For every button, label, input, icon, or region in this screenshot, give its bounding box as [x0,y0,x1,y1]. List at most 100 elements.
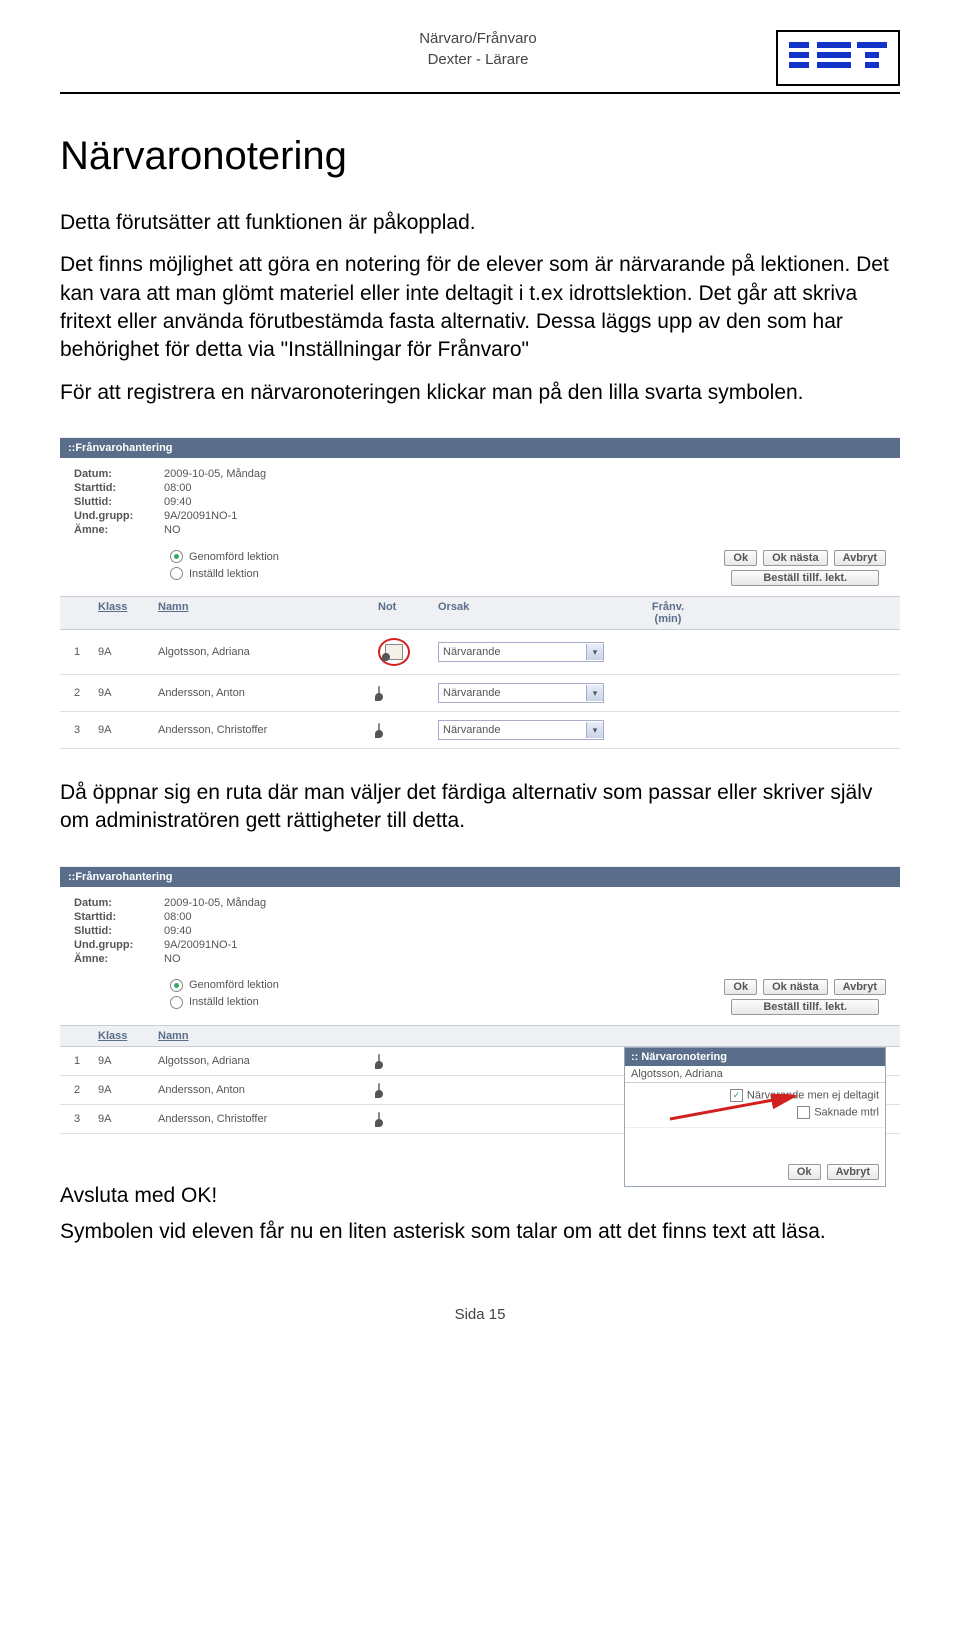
col-namn[interactable]: Namn [158,601,378,625]
radio-installd[interactable] [170,996,183,1009]
table-row: 1 9A Algotsson, Adriana Närvarande ▾ [60,630,900,675]
row-namn: Andersson, Christoffer [158,724,378,736]
row-namn: Andersson, Christoffer [158,1113,378,1125]
dd-value: Närvarande [443,724,500,736]
popup-ok-button[interactable]: Ok [788,1164,821,1180]
row-klass: 9A [98,646,158,658]
row-idx: 2 [74,687,98,699]
value-sluttid: 09:40 [164,925,192,937]
radio-label-1: Genomförd lektion [189,979,279,991]
header-line1: Närvaro/Frånvaro [180,30,776,47]
table-header: Klass Namn [60,1025,900,1047]
value-starttid: 08:00 [164,482,192,494]
lesson-status-radio[interactable]: Genomförd lektion Inställd lektion [170,550,279,580]
col-klass[interactable]: Klass [98,1030,158,1042]
screenshot-1: ::Frånvarohantering Datum:2009-10-05, Må… [60,437,900,749]
label-sluttid: Sluttid: [74,496,164,508]
value-amne: NO [164,953,181,965]
label-sluttid: Sluttid: [74,925,164,937]
narvaronotering-popup: :: Närvaronotering Algotsson, Adriana ✓ N… [624,1047,886,1187]
note-icon[interactable] [378,1112,380,1126]
cancel-button[interactable]: Avbryt [834,979,886,995]
popup-title: :: Närvaronotering [625,1048,885,1066]
row-namn: Algotsson, Adriana [158,1055,378,1067]
popup-opt1: Närvarande men ej deltagit [747,1089,879,1101]
note-icon[interactable] [378,1083,380,1097]
bestall-button[interactable]: Beställ tillf. lekt. [731,570,879,586]
row-idx: 1 [74,646,98,658]
closing-1: Avsluta med OK! [60,1184,900,1208]
value-undgrupp: 9A/20091NO-1 [164,939,237,951]
popup-opt2: Saknade mtrl [814,1106,879,1118]
header-center: Närvaro/Frånvaro Dexter - Lärare [180,30,776,72]
ok-next-button[interactable]: Ok nästa [763,979,827,995]
page-header: Närvaro/Frånvaro Dexter - Lärare [60,30,900,86]
popup-cancel-button[interactable]: Avbryt [827,1164,879,1180]
checkbox-opt1[interactable]: ✓ [730,1089,743,1102]
radio-genomford[interactable] [170,550,183,563]
table-header: Klass Namn Not Orsak Frånv. (min) [60,596,900,630]
paragraph-4: Då öppnar sig en ruta där man väljer det… [60,779,900,836]
col-franv: Frånv. (min) [638,601,698,625]
radio-label-2: Inställd lektion [189,568,259,580]
row-idx: 3 [74,1113,98,1125]
note-icon[interactable] [378,723,380,737]
chevron-down-icon[interactable]: ▾ [586,722,603,738]
page-footer: Sida 15 [60,1306,900,1323]
col-orsak: Orsak [438,601,638,625]
value-amne: NO [164,524,181,536]
value-undgrupp: 9A/20091NO-1 [164,510,237,522]
table-row: 2 9A Andersson, Anton Närvarande ▾ [60,675,900,712]
value-starttid: 08:00 [164,911,192,923]
lesson-status-radio[interactable]: Genomförd lektion Inställd lektion [170,979,279,1009]
ist-logo [776,30,900,86]
ok-button[interactable]: Ok [724,979,757,995]
row-klass: 9A [98,1055,158,1067]
chevron-down-icon[interactable]: ▾ [586,685,603,701]
checkbox-opt2[interactable] [797,1106,810,1119]
note-icon-circled[interactable] [378,638,410,666]
value-sluttid: 09:40 [164,496,192,508]
row-klass: 9A [98,687,158,699]
radio-label-2: Inställd lektion [189,996,259,1008]
page-title: Närvaronotering [60,134,900,179]
closing-2: Symbolen vid eleven får nu en liten aste… [60,1218,900,1246]
row-namn: Andersson, Anton [158,687,378,699]
info-block: Datum:2009-10-05, Måndag Starttid:08:00 … [60,887,900,973]
label-starttid: Starttid: [74,911,164,923]
ok-next-button[interactable]: Ok nästa [763,550,827,566]
popup-student-name: Algotsson, Adriana [631,1068,723,1080]
label-undgrupp: Und.grupp: [74,939,164,951]
label-datum: Datum: [74,897,164,909]
cancel-button[interactable]: Avbryt [834,550,886,566]
orsak-dropdown[interactable]: Närvarande ▾ [438,720,604,740]
row-klass: 9A [98,724,158,736]
radio-installd[interactable] [170,567,183,580]
ok-button[interactable]: Ok [724,550,757,566]
col-namn[interactable]: Namn [158,1030,378,1042]
note-icon[interactable] [378,1054,380,1068]
note-icon[interactable] [385,644,403,660]
table-row: 3 9A Andersson, Christoffer Närvarande▾ [60,712,900,749]
dd-value: Närvarande [443,687,500,699]
row-klass: 9A [98,1113,158,1125]
dd-value: Närvarande [443,646,500,658]
chevron-down-icon[interactable]: ▾ [586,644,603,660]
note-icon[interactable] [378,686,380,700]
row-namn: Andersson, Anton [158,1084,378,1096]
row-klass: 9A [98,1084,158,1096]
col-klass[interactable]: Klass [98,601,158,625]
paragraph-1: Detta förutsätter att funktionen är påko… [60,209,900,237]
radio-genomford[interactable] [170,979,183,992]
row-namn: Algotsson, Adriana [158,646,378,658]
orsak-dropdown[interactable]: Närvarande ▾ [438,683,604,703]
orsak-dropdown[interactable]: Närvarande ▾ [438,642,604,662]
header-rule [60,92,900,94]
panel-titlebar: ::Frånvarohantering [60,438,900,458]
row-idx: 2 [74,1084,98,1096]
label-datum: Datum: [74,468,164,480]
bestall-button[interactable]: Beställ tillf. lekt. [731,999,879,1015]
panel-titlebar: ::Frånvarohantering [60,867,900,887]
label-amne: Ämne: [74,953,164,965]
col-not: Not [378,601,438,625]
